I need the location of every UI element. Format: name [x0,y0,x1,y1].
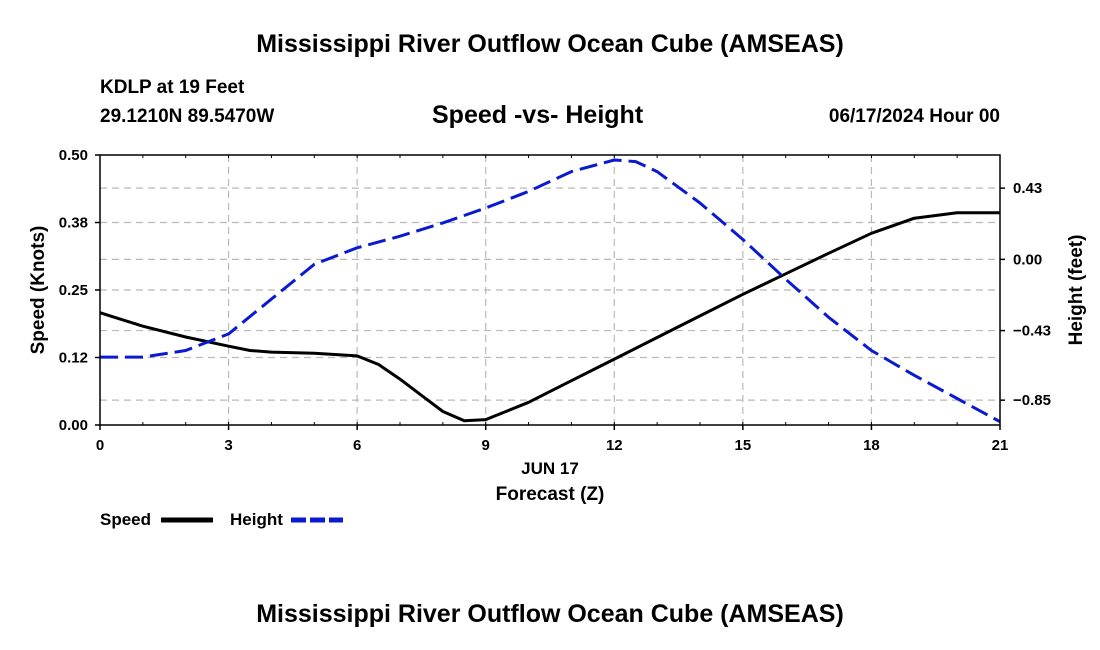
grid-layer [100,155,1000,425]
x-tick-label: 15 [735,437,752,454]
legend-label-height: Height [230,510,283,529]
x-tick-label: 3 [224,437,232,454]
date-label: JUN 17 [521,459,579,478]
tick-layer: 0 3 6 9 12 15 18 21 0.00 0.12 0.25 0.38 0.50 −0.85 −0.… [59,147,1051,454]
x-tick-label: 0 [96,437,104,454]
series-layer [99,158,1001,424]
chart-subtitle: Speed -vs- Height [432,101,644,129]
legend: Speed Height [100,510,343,529]
x-tick-label: 21 [992,437,1009,454]
x-axis-label: Forecast (Z) [496,484,605,505]
y-tick-label: 0.50 [59,147,88,164]
legend-label-speed: Speed [100,510,151,529]
y2-tick-label: −0.43 [1013,323,1051,340]
x-tick-label: 6 [353,437,361,454]
y2-axis-label: Height (feet) [1066,235,1087,346]
y2-tick-label: 0.43 [1013,180,1042,197]
forecast-datetime: 06/17/2024 Hour 00 [828,106,1000,127]
y-axis-label: Speed (Knots) [28,226,49,355]
x-tick-label: 18 [863,437,880,454]
series-line-speed [99,211,1000,423]
chart-main-title-bottom: Mississippi River Outflow Ocean Cube (AM… [256,600,844,628]
station-coordinates: 29.1210N 89.5470W [100,106,275,127]
y2-tick-label: −0.85 [1013,392,1051,409]
y-tick-label: 0.38 [59,215,88,232]
y-tick-label: 0.25 [59,282,88,299]
chart-main-title: Mississippi River Outflow Ocean Cube (AM… [256,30,844,58]
y-tick-label: 0.00 [59,417,88,434]
series-line-height [100,158,1001,424]
y-tick-label: 0.12 [59,350,88,367]
y2-tick-label: 0.00 [1013,251,1042,268]
x-tick-label: 12 [606,437,623,454]
station-label: KDLP at 19 Feet [100,77,245,98]
x-tick-label: 9 [482,437,490,454]
